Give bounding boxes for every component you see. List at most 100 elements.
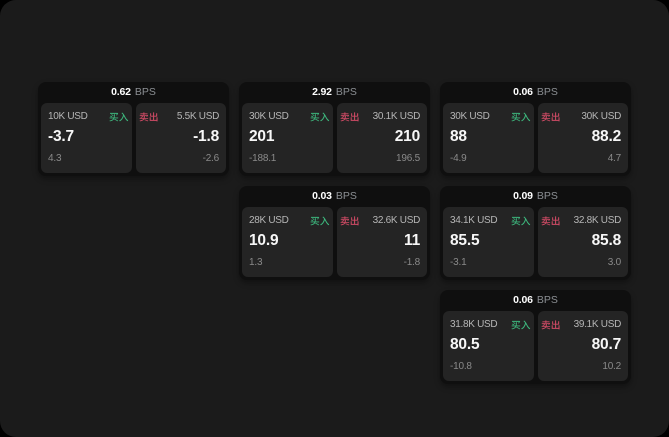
spread-header: 2.92 BPS [242,82,427,103]
sell-tag-glyphs-icon [340,216,359,226]
sell-tag-glyphs-icon [541,216,560,226]
quote-card: 0.06 BPS 31.8K USD 买入 80.5 -10.8 [440,290,631,384]
sell-tile-top-row: 卖出 32.6K USD [337,215,428,227]
buy-tag: 买入 [511,320,531,330]
spread-value: 2.92 [312,86,332,99]
spread-value: 0.03 [312,190,332,203]
buy-quote-tile[interactable]: 31.8K USD 买入 80.5 -10.8 [443,311,534,381]
sell-quote-tile[interactable]: 卖出 30.1K USD 210 196.5 [336,103,428,173]
quote-tiles: 34.1K USD 买入 85.5 -3.1 卖出 32.8K USD [443,207,628,277]
sell-tag: 卖出 [541,112,561,122]
buy-tag: 买入 [310,216,330,226]
sell-price: 210 [394,128,420,145]
quote-card-grid: 0.62 BPS 10K USD 买入 -3.7 4.3 [38,82,631,384]
spread-header: 0.06 BPS [443,290,628,311]
spread-unit: BPS [536,190,558,203]
quote-tiles: 31.8K USD 买入 80.5 -10.8 卖出 39.1K USD [443,311,628,381]
sell-tag-glyphs-icon [139,112,158,122]
quote-card: 2.92 BPS 30K USD 买入 201 -188.1 [239,82,430,176]
buy-quote-tile[interactable]: 34.1K USD 买入 85.5 -3.1 [443,207,534,277]
buy-tag-glyphs-icon [511,112,531,122]
sell-quote-tile[interactable]: 卖出 5.5K USD -1.8 -2.6 [135,103,227,173]
buy-amount: 28K USD [249,215,289,226]
sell-tile-top-row: 卖出 39.1K USD [538,319,629,331]
sell-amount: 39.1K USD [573,319,622,330]
buy-tag: 买入 [511,112,531,122]
buy-tile-top-row: 34.1K USD 买入 [443,215,534,227]
buy-tag: 买入 [310,112,330,122]
spread-unit: BPS [335,86,357,99]
buy-quote-tile[interactable]: 10K USD 买入 -3.7 4.3 [41,103,132,173]
spread-value: 0.62 [111,86,131,99]
sell-price: 11 [404,232,420,249]
buy-price: -3.7 [48,128,74,145]
buy-tag: 买入 [109,112,129,122]
sell-price: 80.7 [591,336,622,353]
buy-tag-glyphs-icon [511,320,531,330]
quote-tiles: 30K USD 买入 88 -4.9 卖出 30K USD 8 [443,103,628,173]
buy-tile-top-row: 30K USD 买入 [242,111,333,123]
quote-card: 0.62 BPS 10K USD 买入 -3.7 4.3 [38,82,229,176]
sell-amount: 32.6K USD [372,215,421,226]
sell-price: 85.8 [591,232,622,249]
sell-tag: 卖出 [340,112,360,122]
sell-quote-tile[interactable]: 卖出 30K USD 88.2 4.7 [537,103,628,173]
buy-price: 10.9 [249,232,279,249]
buy-price: 201 [249,128,275,145]
sell-change: 4.7 [607,153,622,164]
sell-amount: 32.8K USD [573,215,622,226]
spread-unit: BPS [134,86,156,99]
sell-change: 10.2 [602,361,621,372]
sell-quote-tile[interactable]: 卖出 32.6K USD 11 -1.8 [336,207,428,277]
buy-amount: 30K USD [450,111,490,122]
quote-card: 0.03 BPS 28K USD 买入 10.9 1.3 [239,186,430,280]
quote-card: 0.06 BPS 30K USD 买入 88 -4.9 [440,82,631,176]
buy-tile-top-row: 10K USD 买入 [41,111,132,123]
spread-value: 0.06 [513,294,533,307]
buy-change: -3.1 [450,257,467,268]
buy-amount: 30K USD [249,111,289,122]
sell-quote-tile[interactable]: 卖出 39.1K USD 80.7 10.2 [537,311,629,381]
sell-tag: 卖出 [541,216,561,226]
sell-quote-tile[interactable]: 卖出 32.8K USD 85.8 3.0 [537,207,629,277]
spread-unit: BPS [536,294,558,307]
sell-tag-glyphs-icon [340,112,359,122]
sell-price: 88.2 [591,128,622,145]
buy-change: 4.3 [48,153,62,164]
buy-change: -4.9 [450,153,467,164]
buy-price: 88 [450,128,467,145]
buy-tag-glyphs-icon [310,216,330,226]
spread-header: 0.03 BPS [242,186,427,207]
buy-tile-top-row: 31.8K USD 买入 [443,319,534,331]
sell-tag: 卖出 [541,320,561,330]
buy-tag: 买入 [511,216,531,226]
buy-tile-top-row: 30K USD 买入 [443,111,534,123]
buy-quote-tile[interactable]: 30K USD 买入 201 -188.1 [242,103,333,173]
sell-change: 196.5 [395,153,420,164]
sell-price: -1.8 [193,128,219,145]
sell-change: -2.6 [202,153,220,164]
sell-tile-top-row: 卖出 32.8K USD [538,215,629,227]
sell-tag: 卖出 [139,112,159,122]
spread-header: 0.06 BPS [443,82,628,103]
buy-tag-glyphs-icon [109,112,129,122]
sell-tag: 卖出 [340,216,360,226]
sell-tile-top-row: 卖出 5.5K USD [136,111,227,123]
buy-change: 1.3 [249,257,263,268]
spread-unit: BPS [335,190,357,203]
quote-tiles: 30K USD 买入 201 -188.1 卖出 30.1K USD [242,103,427,173]
quote-tiles: 28K USD 买入 10.9 1.3 卖出 32.6K USD [242,207,427,277]
spread-header: 0.62 BPS [41,82,226,103]
quote-card: 0.09 BPS 34.1K USD 买入 85.5 -3.1 [440,186,631,280]
buy-amount: 10K USD [48,111,88,122]
buy-amount: 31.8K USD [450,319,498,330]
buy-price: 85.5 [450,232,480,249]
spread-header: 0.09 BPS [443,186,628,207]
spread-value: 0.06 [513,86,533,99]
buy-quote-tile[interactable]: 28K USD 买入 10.9 1.3 [242,207,333,277]
buy-tile-top-row: 28K USD 买入 [242,215,333,227]
spread-value: 0.09 [513,190,533,203]
sell-tile-top-row: 卖出 30.1K USD [337,111,428,123]
buy-quote-tile[interactable]: 30K USD 买入 88 -4.9 [443,103,534,173]
